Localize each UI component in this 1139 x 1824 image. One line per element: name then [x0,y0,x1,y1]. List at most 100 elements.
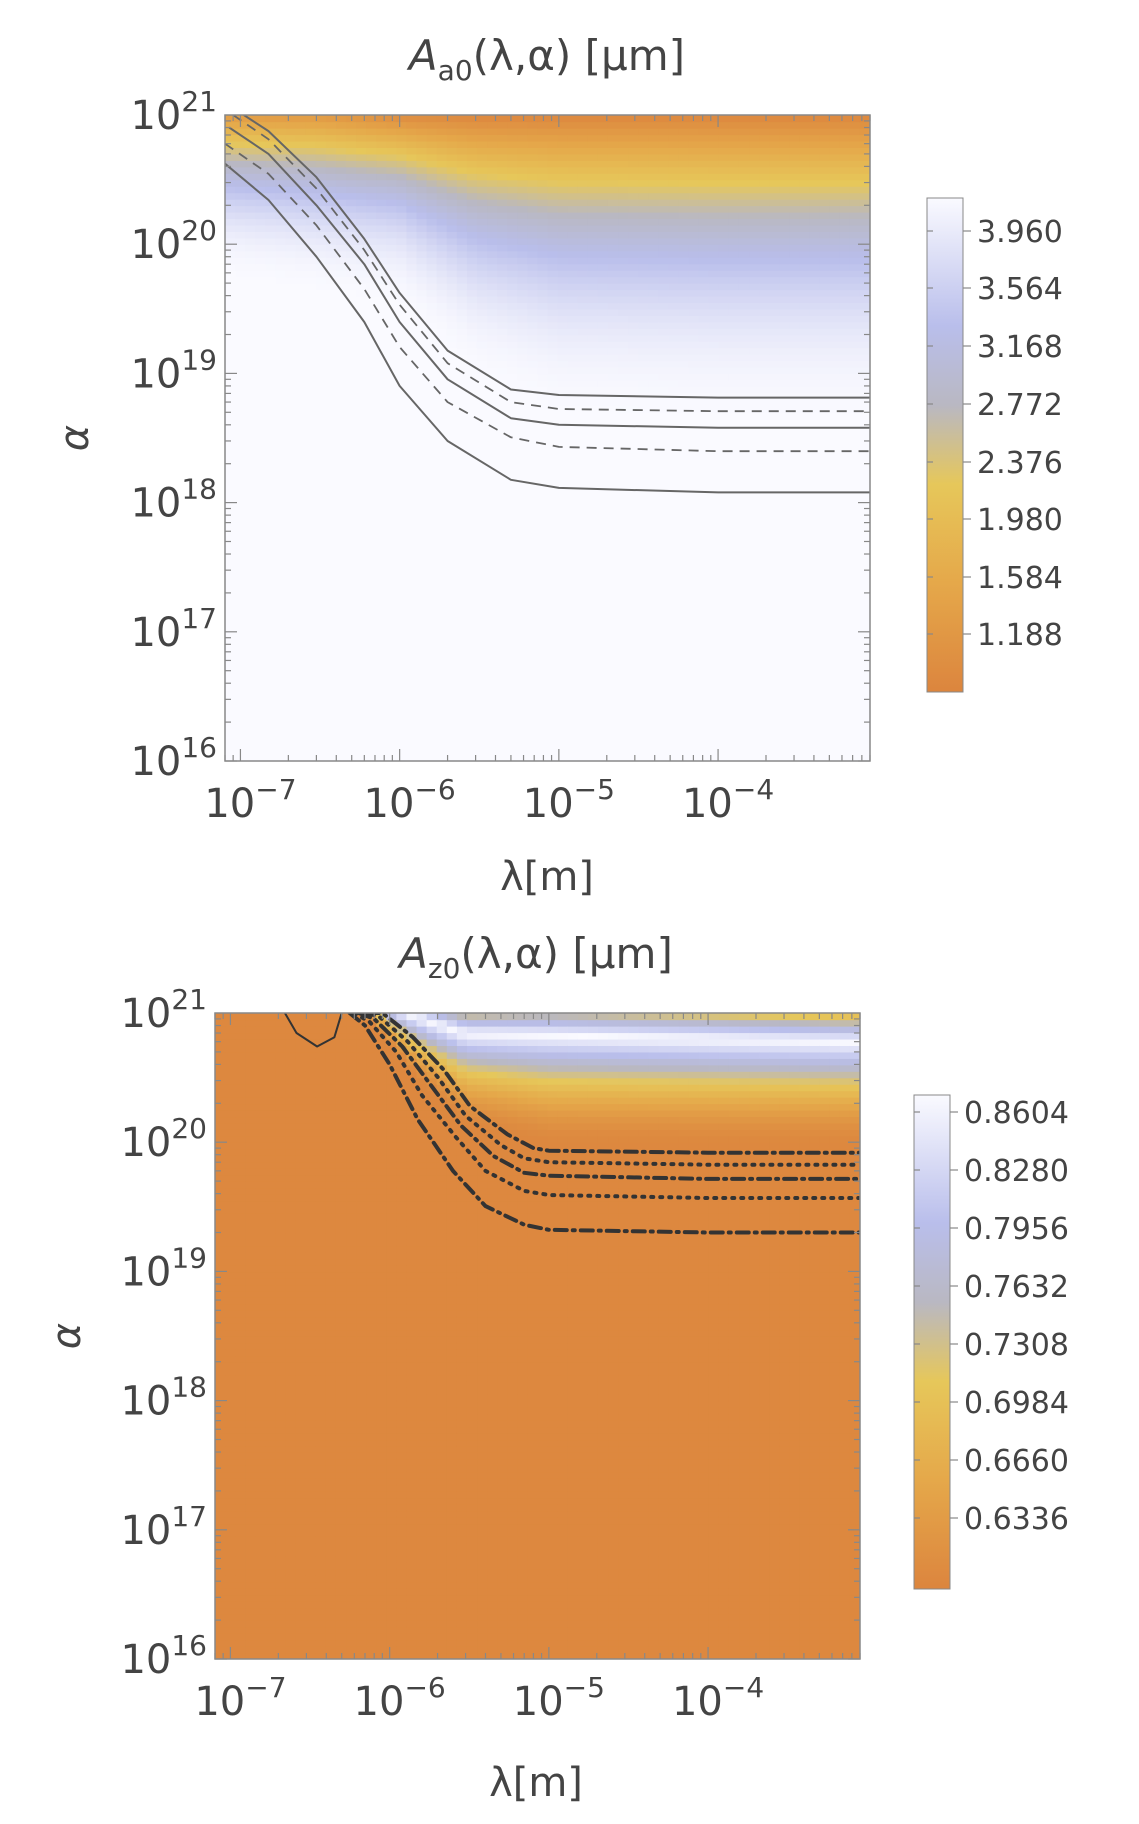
heatmap-cell [436,573,448,581]
heatmap-cell [356,147,367,155]
heatmap-cell [527,735,539,743]
heatmap-cell [466,554,478,562]
heatmap-cell [366,683,377,691]
heatmap-cell [476,425,488,433]
heatmap-cell [376,728,387,736]
heatmap-cell [658,308,670,316]
heatmap-cell [416,741,428,749]
heatmap-cell [597,431,609,439]
heatmap-cell [718,754,730,761]
heatmap-cell [315,702,327,711]
heatmap-cell [345,270,357,278]
heatmap-cell [396,205,408,213]
heatmap-cell [225,644,236,652]
heatmap-cell [688,593,700,601]
heatmap-cell [396,638,408,646]
heatmap-cell [396,341,408,349]
heatmap-cell [577,509,589,517]
heatmap-cell [396,618,408,627]
heatmap-cell [255,638,267,646]
heatmap-cell [638,218,649,226]
heatmap-cell [507,748,518,756]
heatmap-cell [466,354,478,362]
heatmap-cell [406,418,418,426]
heatmap-cell [426,651,438,659]
heatmap-cell [658,573,670,581]
heatmap-cell [335,392,347,400]
heatmap-cell [547,198,559,207]
heatmap-cell [638,709,649,717]
heatmap-cell [668,257,680,265]
heatmap-cell [376,638,387,646]
heatmap-cell [567,321,579,329]
heatmap-cell [366,754,377,761]
heatmap-cell [708,715,720,723]
heatmap-cell [587,534,599,543]
heatmap-cell [577,541,589,549]
heatmap-cell [587,709,599,717]
heatmap-cell [225,457,236,465]
heatmap-cell [476,528,488,536]
heatmap-cell [436,328,448,336]
heatmap-cell [537,560,549,568]
heatmap-cell [406,509,418,517]
heatmap-cell [597,664,609,672]
heatmap-cell [507,735,518,743]
heatmap-cell [255,728,267,736]
heatmap-cell [386,173,398,181]
heatmap-cell [396,689,408,698]
heatmap-cell [245,412,256,420]
heatmap-cell [396,625,408,633]
heatmap-cell [305,211,317,220]
heatmap-cell [527,515,539,523]
heatmap-cell [678,270,690,278]
heatmap-cell [638,379,649,388]
heatmap-cell [335,502,347,510]
heatmap-cell [607,198,619,207]
heatmap-cell [335,483,347,491]
heatmap-cell [356,618,367,627]
heatmap-cell [396,709,408,717]
heatmap-cell [235,586,246,594]
heatmap-cell [577,173,589,181]
heatmap-cell [708,321,720,329]
heatmap-cell [285,612,297,620]
heatmap-cell [497,657,508,665]
heatmap-cell [597,573,609,581]
heatmap-cell [618,211,629,220]
heatmap-cell [648,386,660,394]
heatmap-cell [668,166,680,174]
heatmap-cell [436,250,448,258]
heatmap-cell [275,224,287,232]
heatmap-cell [487,638,498,646]
heatmap-cell [638,328,649,336]
heatmap-cell [678,186,690,194]
heatmap-cell [698,341,710,349]
heatmap-cell [436,638,448,646]
heatmap-cell [456,541,468,549]
heatmap-cell [275,450,287,459]
heatmap-cell [658,379,670,388]
heatmap-cell [587,722,599,730]
heatmap-cell [456,567,468,575]
heatmap-cell [335,586,347,594]
heatmap-cell [597,489,609,497]
heatmap-cell [648,179,660,187]
heatmap-cell [476,670,488,678]
heatmap-cell [366,308,377,316]
heatmap-cell [648,689,660,698]
heatmap-cell [376,192,387,200]
heatmap-cell [426,276,438,284]
heatmap-cell [497,528,508,536]
heatmap-cell [507,586,518,594]
heatmap-cell [386,224,398,232]
heatmap-cell [325,321,337,329]
heatmap-cell [567,463,579,471]
heatmap-cell [335,140,347,148]
heatmap-cell [517,250,529,258]
heatmap-cell [537,457,549,465]
heatmap-cell [678,250,690,258]
heatmap-cell [527,282,539,291]
heatmap-cell [587,476,599,484]
heatmap-cell [446,664,458,672]
